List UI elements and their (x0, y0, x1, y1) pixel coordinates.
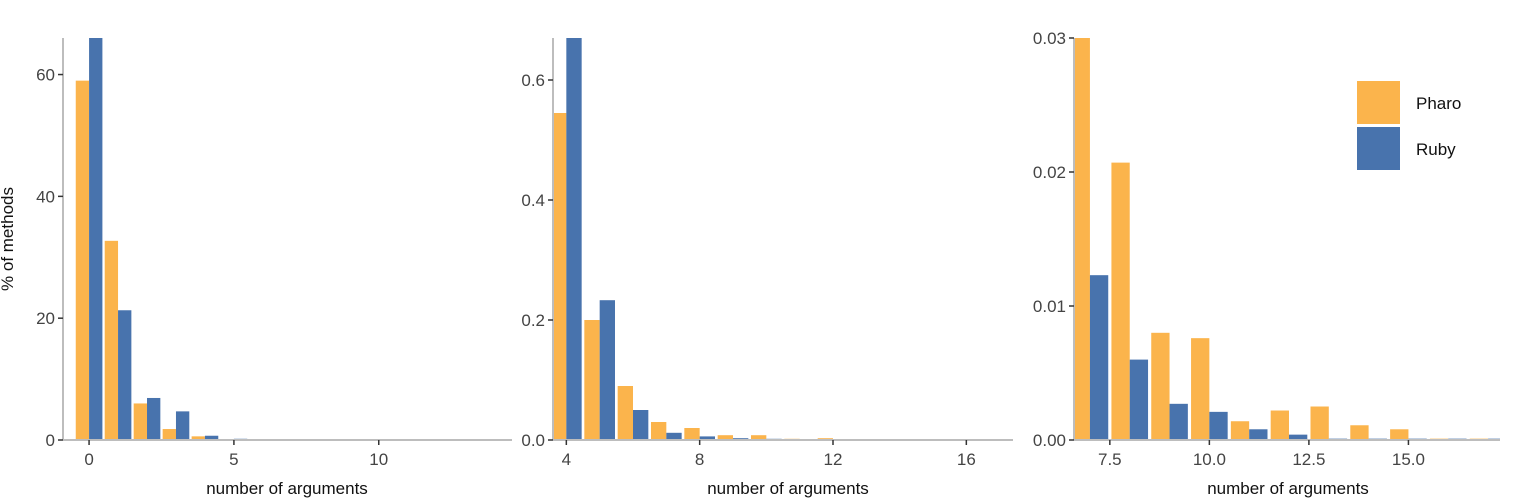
panel-2-x-axis-title: number of arguments (707, 479, 869, 498)
panel-2-bar-pharo-10 (751, 435, 767, 440)
panel-2-x-tick-label: 12 (824, 450, 843, 469)
panel-3-x-axis-title: number of arguments (1207, 479, 1369, 498)
panel-2-y-tick-label: 0.0 (521, 431, 545, 450)
panel-1-bar-ruby-4 (204, 435, 219, 440)
panel-2-bar-ruby-5 (599, 300, 615, 440)
panel-3-x-tick-label: 7.5 (1098, 450, 1122, 469)
panel-1-x-tick-label: 10 (369, 450, 388, 469)
panel-2-bar-pharo-4 (553, 113, 567, 440)
panel-1-bar-ruby-0 (89, 38, 103, 440)
panel-3-bar-pharo-9 (1151, 332, 1170, 440)
panel-3-bar-pharo-10 (1191, 338, 1210, 440)
panel-1-bar-pharo-4 (191, 436, 205, 440)
panel-2-x-tick-label: 4 (562, 450, 571, 469)
panel-2-x-tick-label: 16 (957, 450, 976, 469)
panel-3: number of arguments 0.00 0.01 0.02 0.03 7.5 1… (1033, 29, 1500, 498)
panel-3-bar-ruby-8 (1129, 359, 1149, 440)
panel-3-bar-pharo-7 (1074, 38, 1090, 440)
panel-2-bar-pharo-9 (717, 435, 733, 440)
legend-swatch-pharo (1357, 81, 1400, 124)
panel-3-bar-ruby-10 (1209, 411, 1228, 440)
panel-1-bar-pharo-1 (104, 240, 119, 440)
panel-1-y-axis-title: % of methods (0, 187, 17, 291)
panel-2: number of arguments 0.0 0.2 0.4 0.6 4 8 12 16 (521, 38, 1013, 498)
panel-3-bar-ruby-7 (1089, 275, 1109, 440)
panel-1-x-tick-label: 5 (229, 450, 238, 469)
panel-1-bar-ruby-3 (175, 411, 190, 440)
panel-1-y-tick-label: 40 (36, 187, 55, 206)
panel-1-bar-pharo-2 (133, 403, 148, 440)
panel-2-bar-ruby-6 (633, 410, 649, 440)
panel-1-y-tick-label: 20 (36, 309, 55, 328)
panel-2-bar-ruby-7 (666, 432, 682, 440)
panel-1-y-tick-label: 0 (46, 431, 55, 450)
panel-2-bar-pharo-6 (617, 386, 633, 440)
panel-3-x-tick-label: 12.5 (1292, 450, 1325, 469)
panel-3-y-tick-label: 0.02 (1033, 163, 1066, 182)
legend: Pharo Ruby (1357, 81, 1461, 170)
panel-3-x-tick-label: 15.0 (1392, 450, 1425, 469)
panel-3-y-tick-label: 0.03 (1033, 29, 1066, 48)
panel-3-bar-pharo-11 (1230, 421, 1250, 440)
panel-3-bar-pharo-12 (1270, 410, 1289, 440)
panel-3-y-tick-label: 0.01 (1033, 297, 1066, 316)
panel-2-bar-ruby-8 (699, 436, 715, 440)
panel-3-y-tick-label: 0.00 (1033, 431, 1066, 450)
panel-1-bar-ruby-2 (147, 397, 161, 440)
panel-2-bar-pharo-7 (651, 422, 667, 440)
legend-label-pharo: Pharo (1416, 94, 1461, 113)
panel-1-x-axis-title: number of arguments (206, 479, 368, 498)
panel-1-bar-pharo-3 (162, 429, 176, 440)
panel-2-y-tick-label: 0.4 (521, 191, 545, 210)
panel-3-bar-pharo-14 (1350, 425, 1369, 440)
panel-1: % of methods number of arguments 0 20 40 60… (0, 38, 512, 498)
panel-2-bar-ruby-4 (566, 38, 582, 440)
panel-1-bar-pharo-0 (75, 80, 90, 440)
panel-2-bar-pharo-8 (684, 428, 700, 440)
panel-1-bar-ruby-1 (118, 310, 132, 440)
panel-3-bar-ruby-12 (1288, 434, 1308, 440)
legend-swatch-ruby (1357, 127, 1400, 170)
panel-2-bar-pharo-5 (584, 320, 600, 440)
panel-2-y-tick-label: 0.2 (521, 311, 545, 330)
panel-3-x-tick-label: 10.0 (1193, 450, 1226, 469)
panel-2-y-tick-label: 0.6 (521, 71, 545, 90)
panel-3-bar-pharo-13 (1310, 406, 1329, 440)
panel-3-bar-pharo-8 (1111, 162, 1130, 440)
panel-3-bar-ruby-9 (1169, 403, 1188, 440)
legend-label-ruby: Ruby (1416, 140, 1456, 159)
panel-3-bar-pharo-15 (1390, 429, 1409, 440)
panel-1-y-tick-label: 60 (36, 66, 55, 85)
panel-2-x-tick-label: 8 (695, 450, 704, 469)
panel-3-bar-ruby-11 (1249, 429, 1268, 440)
panel-1-x-tick-label: 0 (84, 450, 93, 469)
